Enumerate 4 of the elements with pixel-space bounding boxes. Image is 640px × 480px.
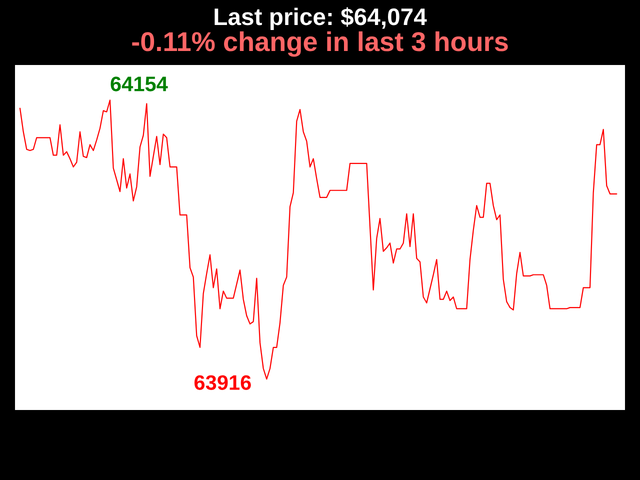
chart-subtitle: -0.11% change in last 3 hours [132, 31, 508, 57]
data-label: 63916 [194, 375, 251, 390]
data-label: 64154 [110, 76, 168, 92]
chart-title: Last price: $64,074 [214, 7, 427, 30]
